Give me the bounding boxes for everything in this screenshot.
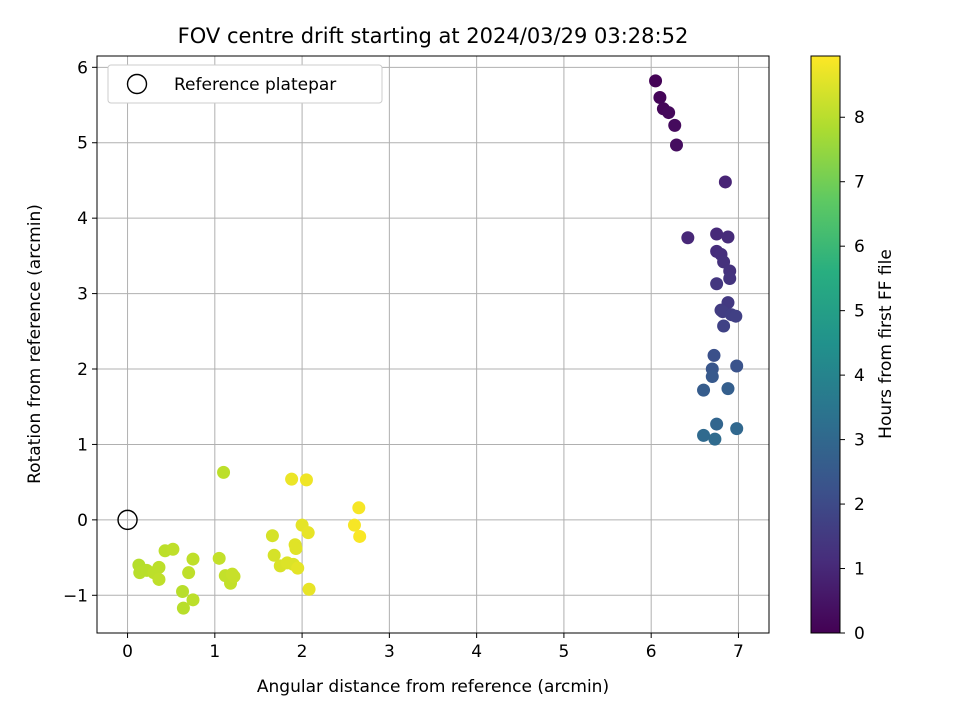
scatter-point <box>186 552 200 566</box>
colorbar-tick-label: 2 <box>854 495 865 515</box>
x-tick-label: 3 <box>384 642 395 662</box>
scatter-point <box>267 548 281 562</box>
scatter-point <box>697 383 711 397</box>
scatter-point <box>285 472 299 486</box>
y-tick-label: 2 <box>77 360 88 380</box>
x-tick-label: 2 <box>297 642 308 662</box>
plot-frame <box>96 55 770 634</box>
scatter-point <box>697 428 711 442</box>
scatter-point <box>721 230 735 244</box>
scatter-point <box>299 473 313 487</box>
scatter-point <box>707 348 721 362</box>
scatter-point <box>669 138 683 152</box>
scatter-point <box>649 74 663 88</box>
colorbar-ticks: 0 1 2 3 4 5 6 7 8 <box>840 108 865 644</box>
scatter-point <box>212 551 226 565</box>
colorbar: 0 1 2 3 4 5 6 7 8 Hours from first FF file <box>810 55 896 644</box>
scatter-point <box>718 175 732 189</box>
reference-layer <box>117 509 138 531</box>
scatter-point <box>176 601 190 615</box>
scatter-point <box>182 566 196 580</box>
scatter-point <box>710 417 724 431</box>
x-tick-label: 6 <box>646 642 657 662</box>
scatter-point <box>352 501 366 515</box>
colorbar-tick-label: 1 <box>854 560 865 580</box>
x-tick-label: 0 <box>122 642 133 662</box>
legend-box <box>107 64 383 104</box>
scatter-point <box>289 542 303 556</box>
colorbar-tick-label: 7 <box>854 173 865 193</box>
scatter-point <box>730 359 744 373</box>
y-tick-label: 4 <box>77 209 88 229</box>
y-tick-label: 1 <box>77 435 88 455</box>
reference-marker <box>117 509 138 531</box>
scatter-point <box>723 272 737 286</box>
scatter-point <box>668 118 682 132</box>
x-tick-label: 4 <box>471 642 482 662</box>
legend-entry: Reference platepar <box>174 75 336 95</box>
x-tick-label: 5 <box>558 642 569 662</box>
scatter-point <box>265 529 279 543</box>
legend-marker <box>126 73 148 95</box>
colorbar-tick-label: 5 <box>854 302 865 322</box>
colorbar-gradient <box>810 55 841 634</box>
scatter-point <box>353 529 367 543</box>
y-tick-label: 6 <box>77 58 88 78</box>
scatter-point <box>662 106 676 120</box>
scatter-point <box>152 560 166 574</box>
scatter-point <box>291 561 305 575</box>
scatter-point <box>710 277 724 291</box>
y-tick-label: 5 <box>77 134 88 154</box>
scatter-point <box>347 518 361 532</box>
colorbar-tick-label: 3 <box>854 431 865 451</box>
scatter-point <box>721 382 735 396</box>
scatter-point <box>729 309 743 323</box>
y-tick-label: 0 <box>77 511 88 531</box>
chart-title: FOV centre drift starting at 2024/03/29 … <box>178 24 689 48</box>
x-axis-label: Angular distance from reference (arcmin) <box>257 677 609 697</box>
y-tick-label: 3 <box>77 285 88 305</box>
colorbar-tick-label: 6 <box>854 237 865 257</box>
axis-ticks: 0 1 2 3 4 5 6 7 −1 0 1 2 3 4 5 6 <box>63 58 744 662</box>
scatter-point <box>302 582 316 596</box>
x-tick-label: 7 <box>733 642 744 662</box>
scatter-point <box>710 227 724 241</box>
scatter-point <box>217 465 231 479</box>
scatter-point <box>166 542 180 556</box>
colorbar-tick-label: 0 <box>854 624 865 644</box>
scatter-point <box>186 593 200 607</box>
scatter-point <box>653 90 667 104</box>
scatter-point <box>730 422 744 436</box>
colorbar-tick-label: 8 <box>854 108 865 128</box>
scatter-point <box>301 526 315 540</box>
scatter-point <box>717 319 731 333</box>
y-axis-label: Rotation from reference (arcmin) <box>25 204 45 484</box>
scatter-point <box>681 231 695 245</box>
y-tick-label: −1 <box>63 586 88 606</box>
grid-lines <box>97 56 769 633</box>
legend: Reference platepar <box>107 64 383 104</box>
scatter-point <box>176 585 190 599</box>
colorbar-tick-label: 4 <box>854 366 865 386</box>
scatter-point <box>152 572 166 586</box>
data-points <box>132 74 744 615</box>
scatter-point <box>227 569 241 583</box>
x-tick-label: 1 <box>209 642 220 662</box>
scatter-point <box>708 432 722 446</box>
colorbar-label: Hours from first FF file <box>876 249 896 439</box>
scatter-point <box>705 370 719 384</box>
